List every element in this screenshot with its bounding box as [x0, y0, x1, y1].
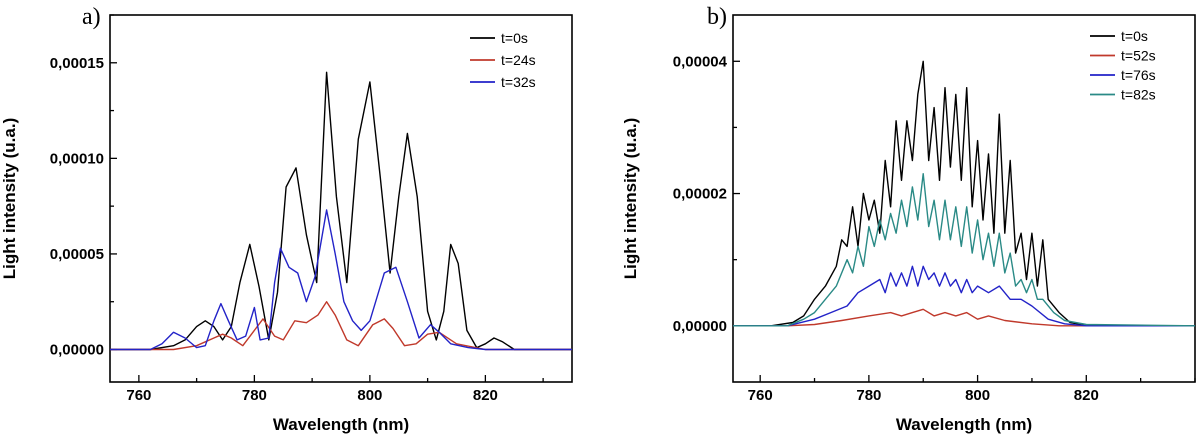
legend: t=0s t=52s t=76s t=82s: [1090, 28, 1156, 103]
x-axis-title: Wavelength (nm): [896, 415, 1032, 434]
y-tick-label: 0,00005: [50, 246, 104, 263]
y-tick-label: 0,00000: [50, 342, 104, 359]
panel-label: a): [82, 4, 101, 30]
legend-label: t=0s: [1121, 28, 1148, 44]
legend-label: t=24s: [501, 52, 536, 68]
x-tick-label: 820: [473, 387, 498, 404]
legend-label: t=32s: [501, 74, 536, 90]
series-line-t-52s: [733, 308, 1195, 327]
y-tick-label: 0,00004: [673, 53, 728, 70]
legend-label: t=52s: [1121, 48, 1156, 64]
plot-frame: [732, 14, 1196, 383]
legend-label: t=76s: [1121, 67, 1156, 83]
x-tick-label: 800: [965, 387, 990, 404]
series-line-t-24s: [110, 301, 572, 351]
x-tick-label: 820: [1074, 387, 1099, 404]
series-group: [733, 60, 1195, 327]
x-tick-label: 760: [126, 387, 151, 404]
series-line-t-76s: [733, 265, 1195, 327]
panel-label: b): [707, 4, 727, 30]
legend-label: t=82s: [1121, 87, 1156, 103]
y-tick-label: 0,00015: [50, 55, 104, 72]
y-axis-title: Light intensity (u.a.): [621, 118, 640, 280]
plot-frame: [109, 14, 573, 383]
y-tick-label: 0,00002: [673, 186, 727, 203]
series-line-t-82s: [733, 172, 1195, 327]
x-tick-label: 800: [357, 387, 382, 404]
legend: t=0s t=24s t=32s: [470, 30, 536, 90]
series-line-t-32s: [110, 209, 572, 351]
chart-panel-a: a) 760 780 800 820 0,00000 0,00005 0,00010 0,000…: [0, 4, 573, 434]
x-tick-label: 780: [242, 387, 267, 404]
x-axis-title: Wavelength (nm): [273, 415, 409, 434]
series-line-t-0s: [733, 60, 1195, 327]
x-tick-label: 780: [856, 387, 881, 404]
legend-label: t=0s: [501, 30, 528, 46]
x-tick-label: 760: [748, 387, 773, 404]
series-line-t-0s: [110, 71, 572, 351]
y-axis-title: Light intensity (u.a.): [0, 118, 19, 280]
y-tick-label: 0,00010: [50, 150, 104, 167]
y-tick-label: 0,00000: [673, 318, 727, 335]
series-group: [110, 71, 572, 351]
chart-panel-b: b) 760 780 800 820 0,00000 0,00002 0,00004 Wavel…: [621, 4, 1196, 434]
